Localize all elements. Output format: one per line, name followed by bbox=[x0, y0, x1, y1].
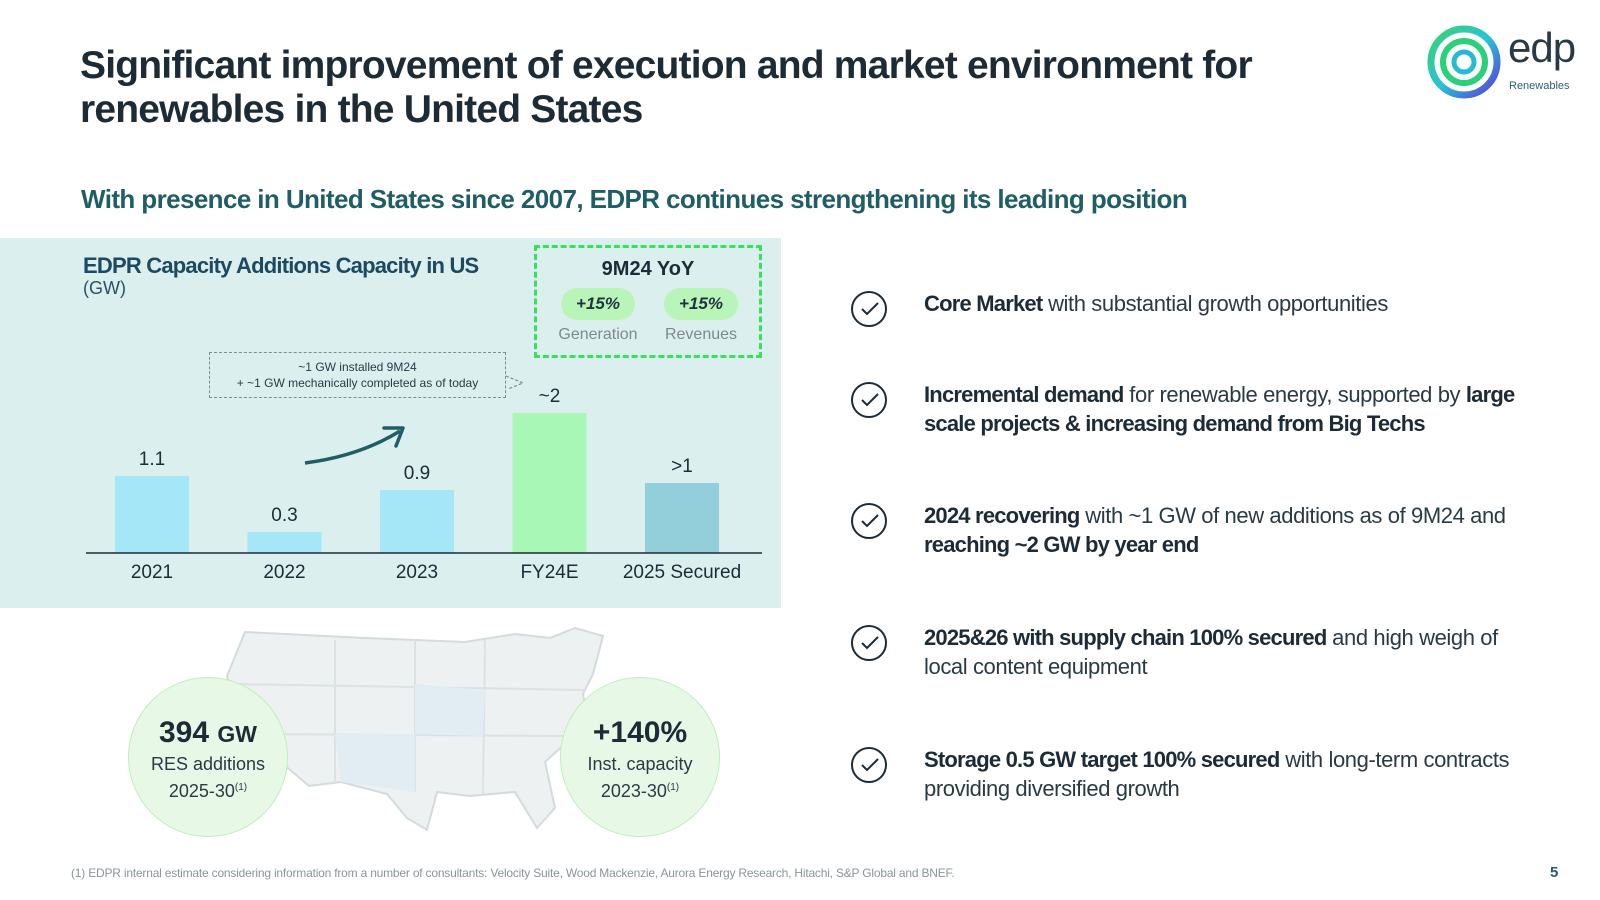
page-number: 5 bbox=[1550, 864, 1559, 881]
x-tick-label: 2025 Secured bbox=[623, 562, 741, 583]
kpi-inst-capacity: +140% Inst. capacity 2023-30(1) bbox=[560, 677, 720, 837]
x-tick-label: 2023 bbox=[396, 562, 438, 583]
bullet-text: Incremental demand for renewable energy,… bbox=[924, 382, 1515, 436]
bullet-text: Core Market with substantial growth oppo… bbox=[924, 291, 1388, 316]
slide-title: Significant improvement of execution and… bbox=[80, 44, 1253, 131]
callout-box: ~1 GW installed 9M24 + ~1 GW mechanicall… bbox=[209, 352, 506, 398]
kpi-value: 394 GW bbox=[158, 716, 257, 749]
data-label: >1 bbox=[671, 456, 693, 477]
callout-pointer bbox=[505, 375, 525, 390]
generation-pill: +15% bbox=[561, 288, 635, 320]
kpi-label: Inst. capacity 2023-30(1) bbox=[587, 754, 693, 801]
data-label: ~2 bbox=[539, 386, 561, 407]
bullet-text: 2025&26 with supply chain 100% secured a… bbox=[924, 625, 1498, 679]
chart-title: EDPR Capacity Additions Capacity in US bbox=[83, 253, 479, 278]
callout-line-1: ~1 GW installed 9M24 bbox=[298, 360, 417, 374]
bar-2025-secured bbox=[645, 483, 719, 553]
check-icon bbox=[851, 747, 887, 783]
x-tick-label: 2022 bbox=[263, 562, 305, 583]
kpi-res-additions: 394 GW RES additions 2025-30(1) bbox=[128, 677, 288, 837]
slide-subtitle: With presence in United States since 200… bbox=[81, 184, 1188, 214]
bar-fy24e bbox=[512, 413, 587, 553]
us-map-icon bbox=[225, 626, 605, 832]
x-tick-label: FY24E bbox=[520, 562, 578, 583]
edp-logo-icon bbox=[1427, 25, 1501, 99]
yoy-box: 9M24 YoY +15% Generation +15% Revenues bbox=[534, 245, 762, 358]
yoy-title: 9M24 YoY bbox=[601, 258, 695, 280]
data-label: 0.9 bbox=[404, 463, 430, 484]
logo-subtitle: Renewables bbox=[1509, 80, 1570, 92]
bar-chart: 1.1 2021 0.3 2022 0.9 2023 ~2 FY24E >1 2025 Secur… bbox=[86, 375, 762, 583]
bar-2021 bbox=[115, 476, 189, 553]
check-icon bbox=[851, 291, 887, 327]
chart-unit: (GW) bbox=[83, 278, 126, 298]
data-label: 0.3 bbox=[271, 505, 297, 526]
growth-arrow-icon bbox=[304, 429, 401, 465]
check-icon bbox=[851, 382, 887, 418]
bar-2022 bbox=[247, 532, 322, 553]
bar-2023 bbox=[380, 490, 454, 553]
bullet-text: 2024 recovering with ~1 GW of new additi… bbox=[924, 503, 1506, 557]
kpi-label: RES additions 2025-30(1) bbox=[150, 754, 266, 801]
revenues-pill: +15% bbox=[664, 288, 738, 320]
revenues-label: Revenues bbox=[664, 326, 738, 343]
check-icon bbox=[851, 503, 887, 539]
check-icon bbox=[851, 625, 887, 661]
callout-line-2: + ~1 GW mechanically completed as of tod… bbox=[236, 376, 479, 390]
logo-wordmark: edp bbox=[1508, 24, 1576, 71]
bullet-text: Storage 0.5 GW target 100% secured with … bbox=[924, 747, 1510, 801]
x-tick-label: 2021 bbox=[131, 562, 173, 583]
growth-arrow-head-icon bbox=[382, 426, 405, 448]
kpi-value: +140% bbox=[592, 716, 688, 749]
data-label: 1.1 bbox=[139, 449, 165, 470]
footnote: (1) EDPR internal estimate considering i… bbox=[71, 866, 955, 880]
generation-label: Generation bbox=[558, 326, 638, 343]
